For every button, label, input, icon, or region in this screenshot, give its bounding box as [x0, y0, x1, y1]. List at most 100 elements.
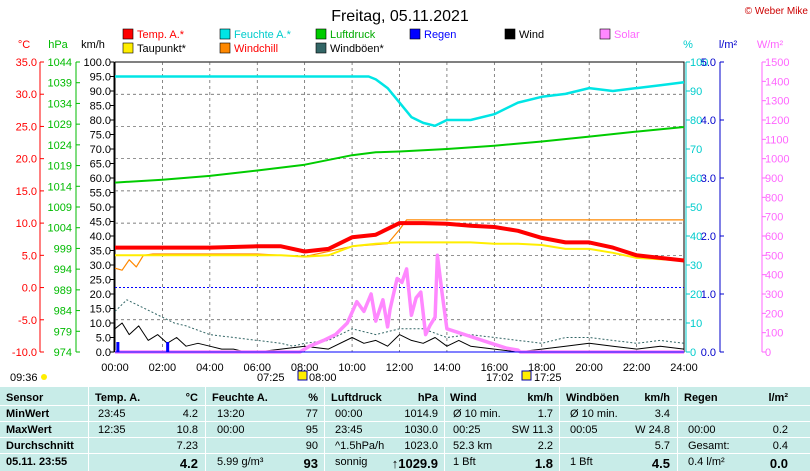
axis-unit-kmh: km/h — [81, 39, 105, 51]
table-cell: 05.11. 23:55 — [6, 456, 68, 468]
axis-label-kmh: 30.0 — [90, 260, 111, 272]
table-cell: 1.8 — [534, 456, 553, 471]
axis-label-x: 24:00 — [670, 362, 698, 374]
axis-label-kmh: 60.0 — [90, 173, 111, 185]
table-cell: 1 Bft — [453, 456, 476, 468]
axis-label-temp: 25.0 — [16, 121, 37, 133]
table-row-divider — [0, 453, 810, 454]
axis-label-x: 04:00 — [196, 362, 224, 374]
table-cell: ^1.5hPa/h — [335, 440, 385, 452]
axis-label-temp: -10.0 — [12, 347, 37, 359]
sunrise-time: 07:25 — [257, 372, 285, 384]
axis-label-kmh: 95.0 — [90, 72, 111, 84]
axis-label-kmh: 10.0 — [90, 318, 111, 330]
table-cell: 00:00 — [335, 408, 363, 420]
axis-label-kmh: 85.0 — [90, 101, 111, 113]
axis-label-solar: 1500 — [765, 57, 789, 69]
legend-label: Regen — [424, 29, 456, 41]
table-cell: W 24.8 — [635, 424, 670, 436]
axis-label-x: 16:00 — [481, 362, 509, 374]
axis-label-pct: 30 — [690, 260, 702, 272]
axis-unit-hpa: hPa — [48, 39, 68, 51]
axis-label-x: 18:00 — [528, 362, 556, 374]
axis-label-pct: 20 — [690, 289, 702, 301]
axis-label-pct: 0 — [690, 347, 696, 359]
series-line-windchill — [114, 219, 684, 271]
axis-label-x: 06:00 — [243, 362, 271, 374]
axis-label-x: 22:00 — [623, 362, 651, 374]
legend-label: Wind — [519, 29, 544, 41]
chart-title: Freitag, 05.11.2021 — [331, 8, 469, 25]
table-cell: 10.8 — [176, 424, 198, 436]
axis-label-kmh: 55.0 — [90, 188, 111, 200]
axis-label-rain: 3.0 — [701, 173, 716, 185]
table-cell: Ø 10 min. — [453, 408, 501, 420]
axis-label-pct: 50 — [690, 202, 702, 214]
axis-label-hpa: 1024 — [48, 140, 72, 152]
axis-label-kmh: 25.0 — [90, 275, 111, 287]
table-cell: Temp. A. — [95, 392, 141, 404]
legend-swatch — [504, 28, 516, 40]
rain-marker — [166, 342, 170, 352]
axis-label-x: 14:00 — [433, 362, 461, 374]
table-cell: 1014.9 — [404, 408, 438, 420]
table-divider — [88, 387, 89, 471]
axis-label-pct: 40 — [690, 231, 702, 243]
legend-swatch — [219, 28, 231, 40]
table-cell: km/h — [644, 392, 670, 404]
axis-label-hpa: 979 — [54, 326, 72, 338]
legend-label: Windchill — [234, 43, 278, 55]
legend-swatch — [122, 28, 134, 40]
axis-label-solar: 1300 — [765, 96, 789, 108]
table-cell: Wind — [450, 392, 477, 404]
axis-label-kmh: 35.0 — [90, 246, 111, 258]
axis-label-kmh: 90.0 — [90, 86, 111, 98]
table-cell: 1.7 — [537, 408, 553, 420]
axis-label-rain: 0.0 — [701, 347, 716, 359]
moon-icon — [41, 374, 47, 380]
legend-swatch — [315, 28, 327, 40]
axes: °C 35.0 30.0 25.0 20.0 15.0 10.0 5.0 0.0 -5.0 -10.… — [12, 39, 790, 374]
legend-label: Temp. A.* — [137, 29, 185, 41]
table-cell: Sensor — [6, 392, 44, 404]
series-line-taupunkt — [115, 241, 685, 262]
table-cell: 23:45 — [335, 424, 363, 436]
axis-label-x: 10:00 — [338, 362, 366, 374]
table-cell: 00:00 — [217, 424, 245, 436]
axis-label-kmh: 15.0 — [90, 304, 111, 316]
dusk-time: 17:25 — [534, 372, 562, 384]
grid — [114, 61, 685, 353]
axis-label-pct: 100 — [690, 57, 708, 69]
axis-label-solar: 300 — [765, 289, 783, 301]
axis-label-x: 20:00 — [575, 362, 603, 374]
axis-label-kmh: 20.0 — [90, 289, 111, 301]
table-cell: 1 Bft — [570, 456, 593, 468]
table-divider — [444, 387, 445, 471]
legend-swatch — [409, 28, 421, 40]
table-divider — [677, 387, 678, 471]
axis-label-hpa: 1014 — [48, 181, 72, 193]
axis-label-kmh: 65.0 — [90, 159, 111, 171]
table-cell: Ø 10 min. — [570, 408, 618, 420]
axis-label-solar: 1200 — [765, 115, 789, 127]
axis-label-kmh: 0.0 — [96, 347, 111, 359]
axis-label-hpa: 1039 — [48, 78, 72, 90]
legend-label: Solar — [614, 29, 640, 41]
table-divider — [205, 387, 206, 471]
legend: Temp. A.* Feuchte A.* Luftdruck Regen Wind So… — [122, 28, 640, 55]
table-row-divider — [0, 405, 810, 406]
table-divider — [324, 387, 325, 471]
table-cell: Windböen — [566, 392, 620, 404]
table-cell: 5.99 g/m³ — [217, 456, 264, 468]
axis-label-solar: 500 — [765, 250, 783, 262]
series-line-luftdruck — [114, 126, 685, 184]
legend-label: Feuchte A.* — [234, 29, 292, 41]
axis-label-hpa: 1019 — [48, 161, 72, 173]
axis-label-temp: 0.0 — [22, 283, 37, 295]
legend-label: Luftdruck — [330, 29, 376, 41]
table-cell: 4.5 — [651, 456, 670, 471]
copyright-text: © Weber Mike — [745, 6, 809, 17]
legend-swatch — [599, 28, 611, 40]
axis-label-solar: 200 — [765, 308, 783, 320]
table-cell: sonnig — [335, 456, 368, 468]
